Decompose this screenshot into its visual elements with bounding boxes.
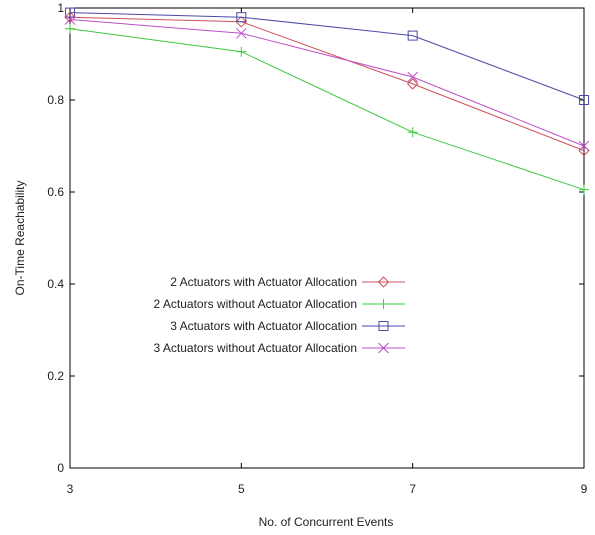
series-1: [64, 11, 590, 157]
x-tick-label: 3: [67, 482, 74, 496]
legend-label: 3 Actuators with Actuator Allocation: [170, 319, 357, 333]
legend-marker: [378, 342, 389, 354]
data-point-s2-3: [407, 127, 418, 138]
x-tick-label: 5: [238, 482, 245, 496]
legend-item-4: 3 Actuators without Actuator Allocation: [154, 341, 405, 355]
data-point-s4-1-b: [64, 14, 76, 25]
legend-label: 3 Actuators without Actuator Allocation: [154, 341, 357, 355]
data-point-s3-2: [236, 12, 247, 23]
data-point-s4-3: [407, 71, 419, 83]
data-point-s3-1: [65, 7, 75, 18]
data-point-s4-2-b: [235, 27, 247, 39]
data-point-s2-4: [579, 184, 589, 195]
legend-marker: [378, 321, 389, 331]
y-tick-label: 0.6: [47, 185, 64, 199]
data-point-s4-4-b: [578, 140, 590, 152]
data-point-s4-2: [235, 27, 247, 39]
data-point-s1-2: [235, 16, 248, 28]
legend-marker-b: [378, 342, 389, 354]
data-point-s1-3: [406, 78, 419, 90]
data-point-s2-1: [65, 23, 75, 34]
x-tick-label: 7: [409, 482, 416, 496]
legend-marker: [377, 276, 390, 288]
legend-marker: [378, 299, 389, 309]
legend-item-3: 3 Actuators with Actuator Allocation: [170, 319, 405, 333]
y-tick-label: 0.2: [47, 369, 64, 383]
data-point-s2-2: [236, 46, 247, 57]
data-point-s4-4: [578, 140, 590, 152]
legend-label: 2 Actuators without Actuator Allocation: [154, 297, 357, 311]
series-line-4: [69, 19, 585, 147]
y-tick-label: 0: [57, 461, 64, 475]
series-line-1: [69, 16, 585, 152]
y-tick-label: 1: [57, 1, 64, 15]
data-point-s4-1: [64, 14, 76, 25]
series-line-3: [69, 12, 585, 101]
data-point-s4-3-b: [407, 71, 419, 83]
y-tick-label: 0.4: [47, 277, 64, 291]
x-tick-label: 9: [581, 482, 588, 496]
y-axis-label: On-Time Reachability: [13, 181, 27, 296]
data-point-s3-3: [407, 30, 418, 41]
data-point-s3-4: [579, 95, 589, 105]
legend-item-1: 2 Actuators with Actuator Allocation: [170, 275, 405, 289]
legend-label: 2 Actuators with Actuator Allocation: [170, 275, 357, 289]
plot-frame: [69, 7, 585, 469]
y-tick-label: 0.8: [47, 93, 64, 107]
series-line-2: [69, 28, 585, 191]
series-4: [64, 14, 590, 152]
x-axis-label: No. of Concurrent Events: [259, 515, 394, 529]
legend-item-2: 2 Actuators without Actuator Allocation: [154, 297, 405, 311]
series-3: [65, 7, 589, 105]
series-2: [65, 23, 589, 195]
